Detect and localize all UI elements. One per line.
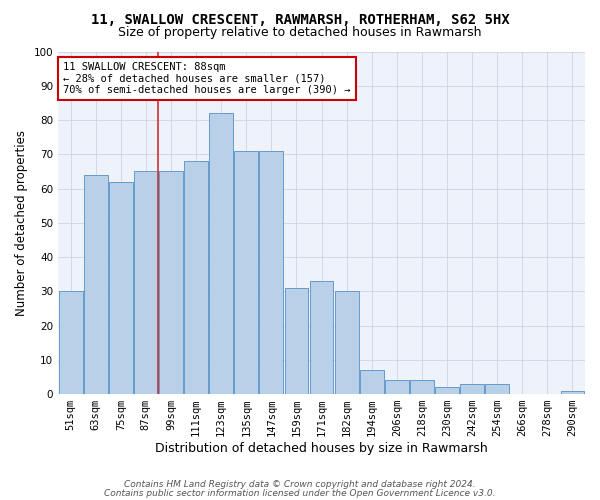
Text: Contains public sector information licensed under the Open Government Licence v3: Contains public sector information licen…	[104, 489, 496, 498]
Bar	[335, 292, 359, 394]
Bar	[209, 113, 233, 394]
Text: Contains HM Land Registry data © Crown copyright and database right 2024.: Contains HM Land Registry data © Crown c…	[124, 480, 476, 489]
Bar	[259, 151, 283, 394]
Bar	[410, 380, 434, 394]
Bar	[485, 384, 509, 394]
Text: 11 SWALLOW CRESCENT: 88sqm
← 28% of detached houses are smaller (157)
70% of sem: 11 SWALLOW CRESCENT: 88sqm ← 28% of deta…	[64, 62, 351, 95]
Bar	[560, 390, 584, 394]
Bar	[360, 370, 383, 394]
Bar	[109, 182, 133, 394]
Y-axis label: Number of detached properties: Number of detached properties	[15, 130, 28, 316]
Text: 11, SWALLOW CRESCENT, RAWMARSH, ROTHERHAM, S62 5HX: 11, SWALLOW CRESCENT, RAWMARSH, ROTHERHA…	[91, 12, 509, 26]
Bar	[59, 292, 83, 394]
Bar	[435, 387, 459, 394]
Bar	[284, 288, 308, 394]
Bar	[84, 175, 107, 394]
Bar	[460, 384, 484, 394]
Bar	[385, 380, 409, 394]
Bar	[159, 172, 183, 394]
Bar	[235, 151, 258, 394]
Bar	[134, 172, 158, 394]
Text: Size of property relative to detached houses in Rawmarsh: Size of property relative to detached ho…	[118, 26, 482, 39]
Bar	[184, 161, 208, 394]
Bar	[310, 281, 334, 394]
X-axis label: Distribution of detached houses by size in Rawmarsh: Distribution of detached houses by size …	[155, 442, 488, 455]
